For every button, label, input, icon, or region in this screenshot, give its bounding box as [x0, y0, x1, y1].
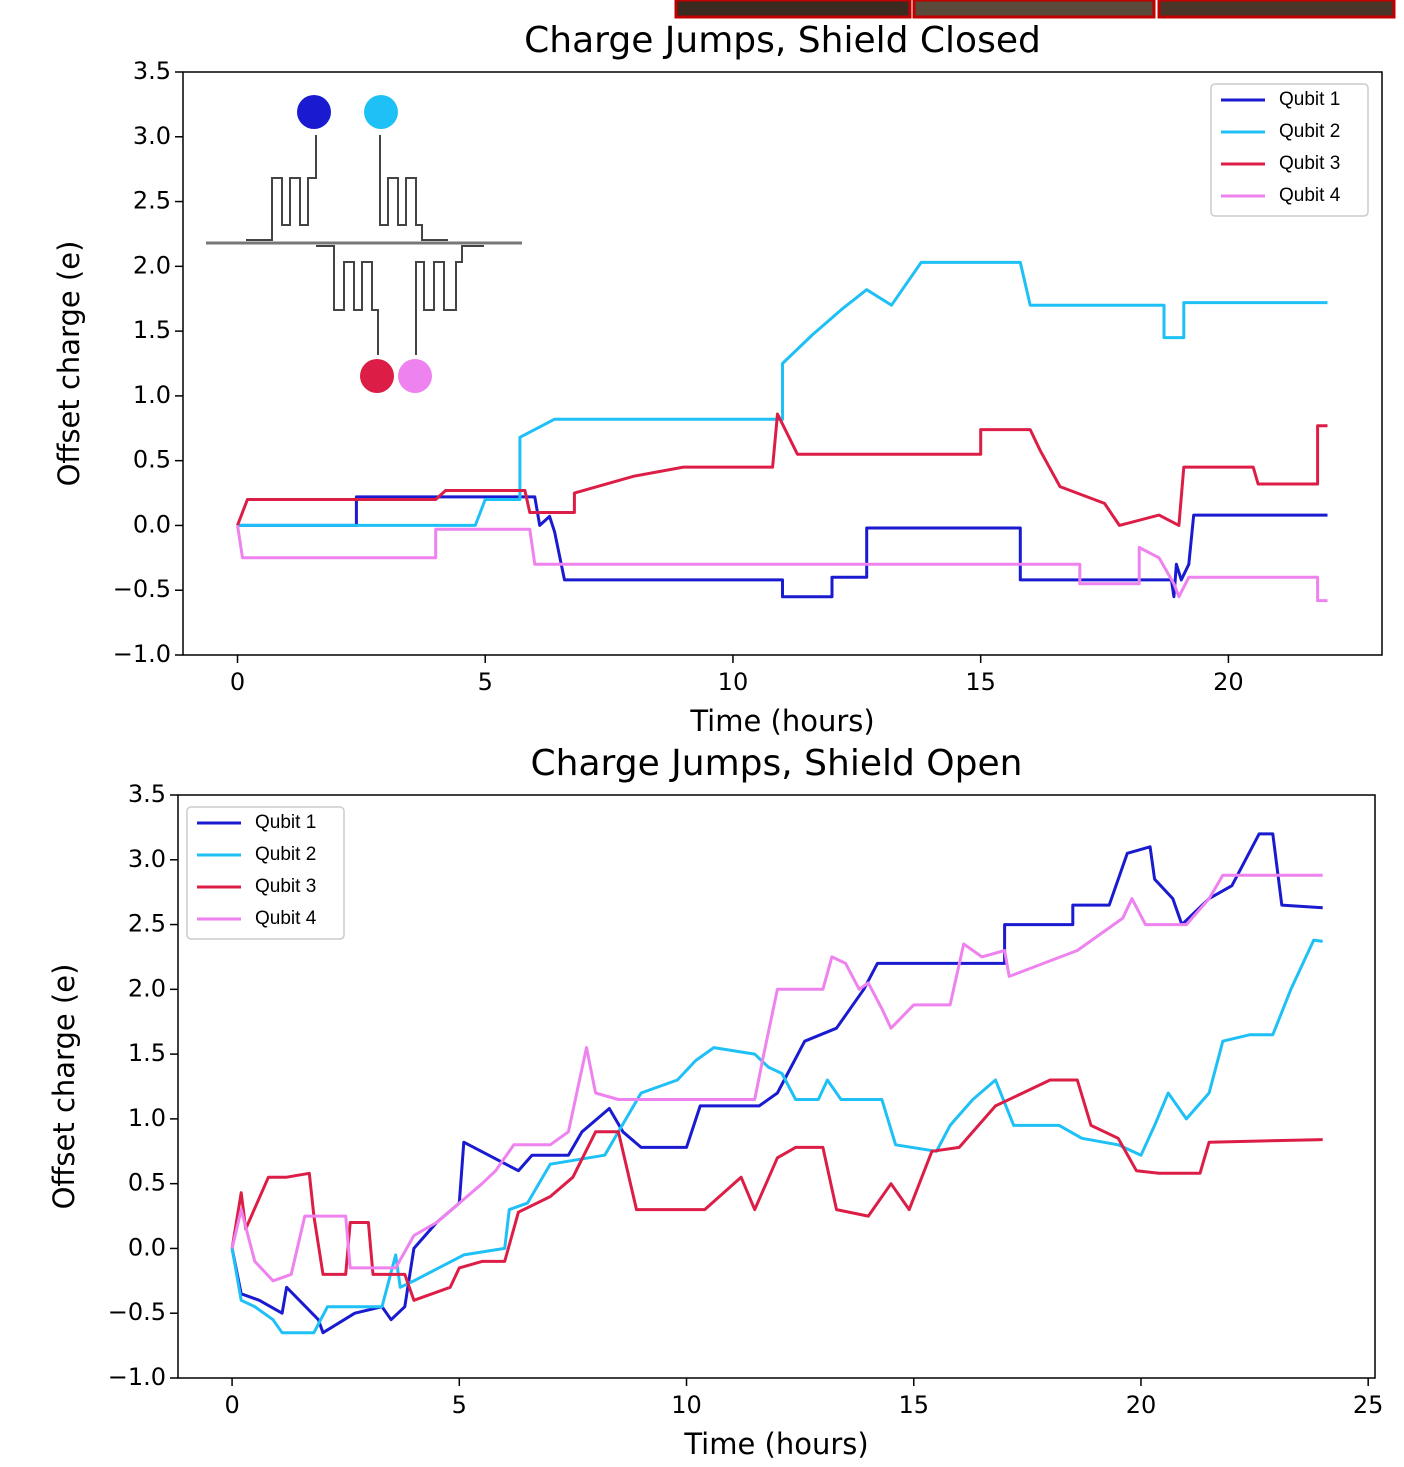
y-tick-label: 2.5 [133, 187, 171, 215]
plot-frame [177, 794, 1376, 1379]
y-tick-label: 2.0 [133, 251, 171, 279]
series-line [230, 832, 1323, 1335]
thumbnail [674, 0, 912, 19]
legend-label: Qubit 4 [255, 908, 317, 929]
y-tick-label: 3.5 [133, 57, 171, 85]
series-line [237, 260, 1328, 527]
thumbnail [1157, 0, 1396, 19]
legend-label: Qubit 2 [255, 844, 316, 865]
legend-label: Qubit 3 [1279, 153, 1340, 174]
legend-label: Qubit 2 [1279, 121, 1340, 142]
x-tick-label: 10 [671, 1391, 702, 1419]
y-tick-label: −1.0 [108, 1363, 166, 1391]
qubit-dot [360, 359, 394, 393]
series-line [236, 412, 1328, 527]
y-tick-label: 3.5 [128, 780, 166, 808]
y-tick-label: 3.0 [128, 845, 166, 873]
y-tick-label: −1.0 [113, 640, 171, 668]
x-tick-label: 10 [718, 668, 749, 696]
y-tick-label: 0.5 [128, 1169, 166, 1197]
legend-label: Qubit 1 [1279, 89, 1340, 110]
series-line [230, 1078, 1323, 1302]
x-tick-label: 15 [898, 1391, 929, 1419]
y-axis-label: Offset charge (e) [52, 241, 86, 487]
series-line [237, 495, 1328, 599]
series-line [236, 525, 1328, 603]
chart-title: Charge Jumps, Shield Closed [524, 20, 1041, 61]
legend-label: Qubit 4 [1279, 185, 1341, 206]
x-tick-label: 0 [224, 1391, 239, 1419]
x-tick-label: 0 [230, 668, 245, 696]
x-tick-label: 20 [1126, 1391, 1157, 1419]
y-tick-label: 1.0 [128, 1104, 166, 1132]
thumbnail [912, 0, 1156, 19]
x-tick-label: 5 [452, 1391, 467, 1419]
x-axis-label: Time (hours) [689, 704, 874, 738]
legend-frame [186, 806, 345, 940]
legend-label: Qubit 3 [255, 876, 316, 897]
x-axis-label: Time (hours) [683, 1427, 868, 1461]
resonator [379, 135, 448, 241]
top-thumbnails [674, 0, 1396, 19]
plot-frame [182, 71, 1383, 656]
plot-lines [236, 260, 1328, 603]
device-inset [206, 95, 522, 393]
resonator [246, 135, 317, 241]
y-axis-label: Offset charge (e) [47, 964, 81, 1210]
qubit-dot [398, 359, 432, 393]
y-tick-label: 2.5 [128, 910, 166, 938]
x-tick-label: 5 [478, 668, 493, 696]
legend: Qubit 1 Qubit 2 Qubit 3 Qubit 4 [1210, 83, 1369, 217]
y-tick-label: 1.5 [133, 316, 171, 344]
y-tick-label: 1.0 [133, 381, 171, 409]
plot-lines [230, 832, 1323, 1335]
legend: Qubit 1 Qubit 2 Qubit 3 Qubit 4 [186, 806, 345, 940]
series-line [230, 938, 1323, 1335]
chart: Charge Jumps, Shield Closed Time (hours) O… [52, 20, 1383, 738]
y-tick-label: −0.5 [108, 1298, 166, 1326]
resonator [415, 245, 484, 355]
y-tick-label: 0.5 [133, 446, 171, 474]
chart-title: Charge Jumps, Shield Open [531, 743, 1023, 784]
qubit-dot [297, 95, 331, 129]
x-tick-label: 20 [1213, 668, 1244, 696]
legend-label: Qubit 1 [255, 812, 316, 833]
x-tick-label: 25 [1353, 1391, 1384, 1419]
legend-frame [1210, 83, 1369, 217]
y-tick-label: 0.0 [133, 510, 171, 538]
y-tick-label: −0.5 [113, 575, 171, 603]
x-tick-label: 15 [965, 668, 996, 696]
chart: Charge Jumps, Shield Open Time (hours) Off… [47, 743, 1383, 1461]
y-tick-label: 2.0 [128, 974, 166, 1002]
y-tick-label: 0.0 [128, 1233, 166, 1261]
y-tick-label: 3.0 [133, 122, 171, 150]
series-line [230, 873, 1323, 1283]
resonator [316, 245, 379, 355]
qubit-dot [364, 95, 398, 129]
y-tick-label: 1.5 [128, 1039, 166, 1067]
